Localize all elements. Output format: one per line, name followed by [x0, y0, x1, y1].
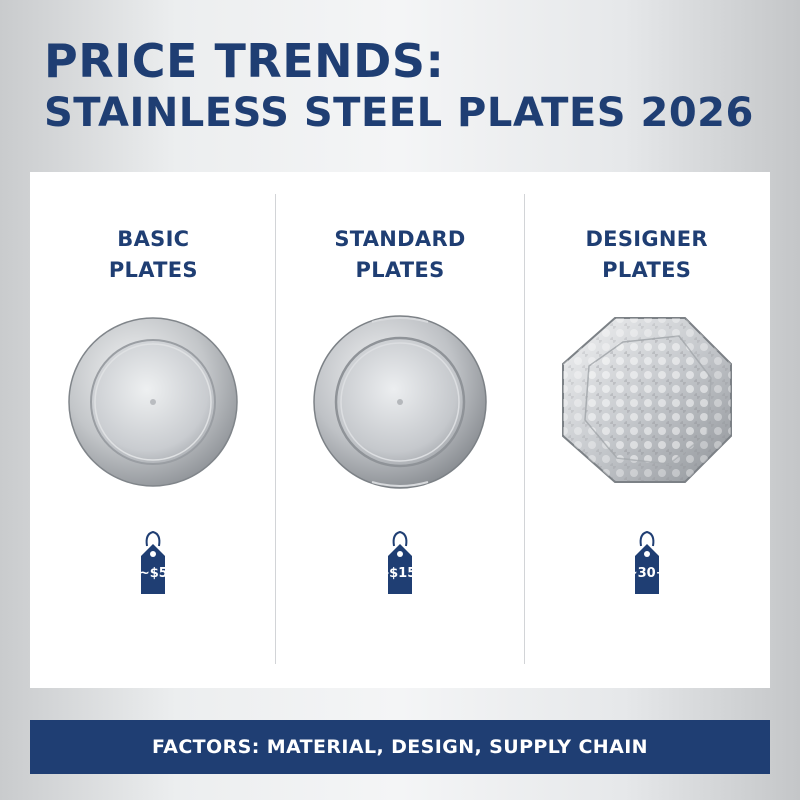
price-label-basic: ~$5: [138, 566, 168, 581]
price-label-standard: -$15: [383, 566, 417, 581]
title-line-1: PRICE TRENDS:: [44, 34, 445, 88]
basic-plates-heading: BASIC PLATES: [108, 227, 198, 282]
factors-banner: FACTORS: MATERIAL, DESIGN, SUPPLY CHAIN: [30, 720, 770, 774]
round-plate-icon: [63, 312, 243, 492]
standard-plates-column: STANDARD PLATES: [277, 172, 524, 688]
standard-plates-heading: STANDARD PLATES: [334, 227, 466, 282]
designer-plates-column: DESIGNER PLATES: [523, 172, 770, 688]
title-line-2: STAINLESS STEEL PLATES 2026: [44, 90, 754, 136]
price-tag-icon: [141, 530, 166, 594]
column-divider: [275, 194, 276, 664]
round-rimmed-plate-icon: [310, 312, 490, 492]
price-label-designer: ~30+: [626, 566, 667, 581]
price-tag-basic: ~$5: [133, 528, 173, 596]
designer-plates-heading: DESIGNER PLATES: [585, 227, 708, 282]
comparison-panel: BASIC PLATES: [30, 172, 770, 688]
page-title: PRICE TRENDS: STAINLESS STEEL PLATES 202…: [44, 34, 754, 138]
price-tag-icon: [388, 530, 412, 594]
price-tag-standard: -$15: [380, 528, 420, 596]
price-tag-icon: [634, 530, 659, 594]
basic-plates-column: BASIC PLATES: [30, 172, 277, 688]
hammered-octagon-plate-icon: [557, 312, 737, 492]
price-tag-designer: ~30+: [627, 528, 667, 596]
column-divider: [524, 194, 525, 664]
